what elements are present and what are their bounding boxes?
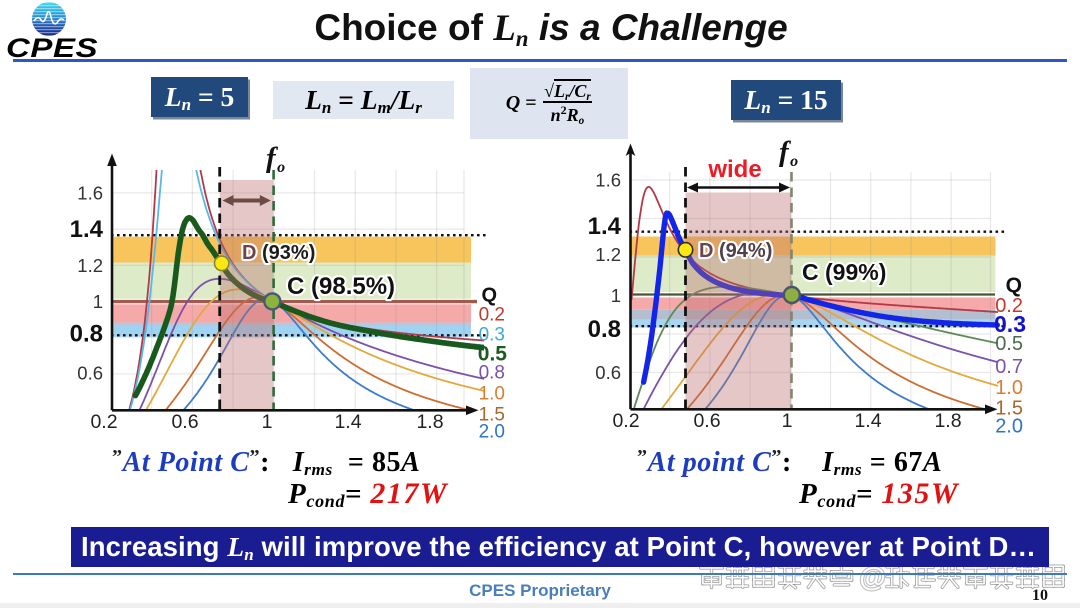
svg-text:1.2: 1.2 [77, 255, 103, 276]
svg-text:1: 1 [262, 411, 273, 433]
svg-text:2.0: 2.0 [479, 422, 505, 443]
svg-text:fo: fo [779, 136, 798, 170]
svg-text:0.3: 0.3 [994, 311, 1026, 337]
svg-text:1.8: 1.8 [416, 411, 443, 433]
svg-text:1: 1 [611, 285, 621, 306]
svg-text:Q: Q [481, 285, 497, 307]
svg-text:0.8: 0.8 [70, 321, 103, 348]
svg-text:1.5: 1.5 [995, 398, 1023, 420]
svg-text:D (93%): D (93%) [242, 242, 315, 264]
svg-text:fo: fo [266, 142, 285, 176]
svg-text:1.4: 1.4 [334, 411, 361, 433]
svg-text:wide: wide [707, 156, 761, 183]
svg-text:0.7: 0.7 [995, 356, 1023, 378]
svg-text:1.4: 1.4 [854, 410, 881, 432]
svg-text:2.0: 2.0 [995, 416, 1023, 438]
svg-text:0.2: 0.2 [479, 305, 505, 326]
svg-text:1: 1 [93, 291, 103, 312]
svg-text:Q: Q [1006, 274, 1022, 297]
svg-text:0.2: 0.2 [995, 295, 1023, 317]
svg-text:0.5: 0.5 [995, 333, 1023, 355]
svg-text:0.3: 0.3 [479, 325, 505, 346]
svg-text:0.6: 0.6 [171, 411, 198, 433]
svg-text:1.6: 1.6 [595, 170, 621, 191]
svg-text:D (94%): D (94%) [699, 240, 772, 262]
svg-text:1.6: 1.6 [77, 183, 103, 204]
svg-text:0.6: 0.6 [77, 362, 103, 383]
svg-text:1.4: 1.4 [588, 213, 622, 240]
svg-text:C (98.5%): C (98.5%) [287, 273, 395, 300]
svg-text:C (99%): C (99%) [802, 259, 886, 285]
svg-text:0.2: 0.2 [90, 411, 117, 433]
svg-text:1.0: 1.0 [995, 377, 1023, 399]
svg-text:1.2: 1.2 [595, 244, 621, 265]
svg-text:1.0: 1.0 [479, 384, 505, 405]
svg-text:1.5: 1.5 [479, 405, 505, 426]
svg-text:1.4: 1.4 [70, 216, 104, 243]
svg-text:1: 1 [782, 410, 793, 432]
svg-text:0.6: 0.6 [693, 410, 720, 432]
svg-text:0.8: 0.8 [479, 363, 505, 384]
svg-text:0.5: 0.5 [478, 343, 508, 366]
svg-text:0.2: 0.2 [612, 410, 639, 432]
svg-text:0.8: 0.8 [588, 316, 621, 343]
svg-text:0.6: 0.6 [595, 362, 621, 383]
svg-text:1.8: 1.8 [934, 410, 961, 432]
